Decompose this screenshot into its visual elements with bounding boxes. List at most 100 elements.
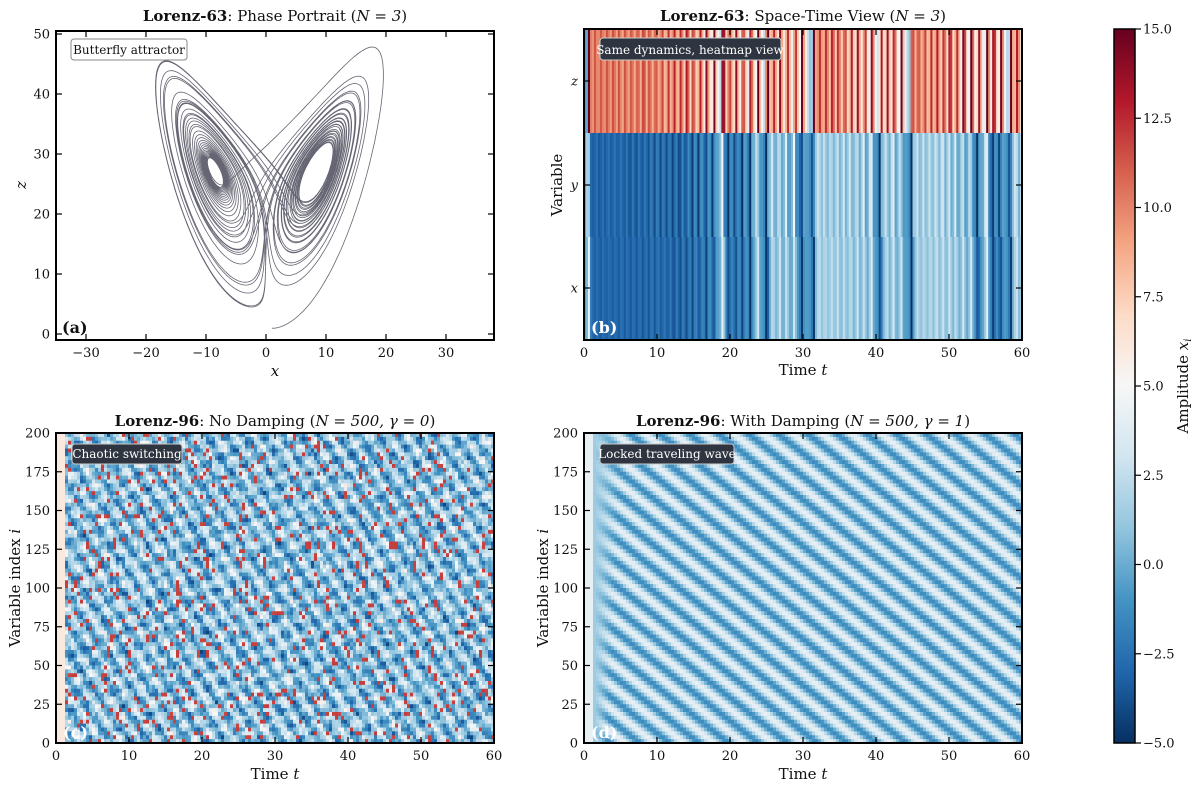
heatmap-cell bbox=[236, 537, 240, 542]
heatmap-cell bbox=[759, 237, 762, 340]
heatmap-cell bbox=[152, 529, 156, 535]
heatmap-cell bbox=[266, 533, 270, 538]
heatmap-cell bbox=[182, 502, 186, 507]
heatmap-cell bbox=[266, 464, 270, 469]
heatmap-cell bbox=[657, 237, 661, 340]
heatmap-cell bbox=[449, 440, 453, 445]
heatmap-cell bbox=[113, 475, 117, 480]
heatmap-cell bbox=[236, 433, 240, 438]
heatmap-cell bbox=[164, 533, 168, 538]
heatmap-cell bbox=[293, 475, 297, 480]
heatmap-cell bbox=[80, 522, 84, 527]
heatmap-cell bbox=[236, 491, 240, 496]
heatmap-cell bbox=[257, 498, 261, 504]
heatmap-cell bbox=[65, 529, 69, 535]
heatmap-cell bbox=[422, 495, 426, 500]
heatmap-cell bbox=[392, 518, 396, 523]
heatmap-cell bbox=[269, 471, 273, 476]
y-tick-label: 10 bbox=[33, 268, 50, 283]
heatmap-cell bbox=[212, 526, 216, 531]
heatmap-cell bbox=[876, 133, 880, 237]
heatmap-cell bbox=[323, 506, 327, 511]
heatmap-cell bbox=[356, 541, 360, 546]
heatmap-cell bbox=[185, 448, 189, 453]
heatmap-cell bbox=[218, 475, 222, 480]
heatmap-cell bbox=[197, 526, 201, 531]
heatmap-cell bbox=[308, 491, 312, 496]
heatmap-cell bbox=[395, 483, 399, 488]
heatmap-cell bbox=[890, 133, 893, 237]
heatmap-cell bbox=[661, 29, 665, 133]
heatmap-cell bbox=[323, 495, 327, 500]
heatmap-cell bbox=[71, 502, 75, 507]
heatmap-cell bbox=[637, 29, 641, 133]
heatmap-cell bbox=[122, 467, 126, 473]
heatmap-cell bbox=[326, 487, 330, 492]
heatmap-cell bbox=[753, 133, 756, 237]
heatmap-cell bbox=[77, 514, 81, 519]
heatmap-cell bbox=[407, 510, 411, 515]
heatmap-cell bbox=[200, 510, 204, 515]
heatmap-cell bbox=[482, 471, 486, 476]
heatmap-cell bbox=[266, 456, 270, 461]
heatmap-cell bbox=[152, 541, 156, 546]
heatmap-cell bbox=[332, 460, 336, 465]
heatmap-cell bbox=[335, 475, 339, 480]
y-tick-label: y bbox=[570, 179, 579, 194]
heatmap-cell bbox=[176, 537, 180, 542]
heatmap-cell bbox=[872, 237, 876, 340]
heatmap-cell bbox=[275, 533, 279, 538]
heatmap-cell bbox=[341, 526, 345, 531]
heatmap-cell bbox=[74, 518, 78, 523]
heatmap-cell bbox=[446, 456, 450, 461]
heatmap-cell bbox=[362, 433, 366, 438]
heatmap-cell bbox=[323, 514, 327, 519]
heatmap-cell bbox=[437, 498, 441, 504]
heatmap-cell bbox=[167, 514, 171, 519]
heatmap-cell bbox=[449, 502, 453, 507]
heatmap-cell bbox=[747, 237, 750, 340]
heatmap-cell bbox=[356, 506, 360, 511]
heatmap-cell bbox=[371, 506, 375, 511]
heatmap-cell bbox=[299, 502, 303, 507]
heatmap-cell bbox=[1010, 133, 1013, 237]
heatmap-cell bbox=[215, 506, 219, 511]
heatmap-cell bbox=[383, 456, 387, 461]
heatmap-cell bbox=[134, 479, 138, 484]
heatmap-cell bbox=[296, 533, 300, 538]
heatmap-cell bbox=[491, 452, 494, 457]
heatmap-cell bbox=[254, 479, 258, 484]
heatmap-cell bbox=[236, 522, 240, 527]
heatmap-cell bbox=[356, 529, 360, 535]
heatmap-cell bbox=[649, 133, 653, 237]
heatmap-cell bbox=[65, 514, 69, 519]
heatmap-cell bbox=[113, 491, 117, 496]
heatmap-cell bbox=[775, 29, 778, 133]
panel-a-title-bold: Lorenz-63 bbox=[143, 7, 228, 25]
heatmap-cell bbox=[113, 467, 117, 473]
heatmap-cell bbox=[149, 498, 153, 504]
heatmap-cell bbox=[739, 237, 742, 340]
heatmap-cell bbox=[191, 533, 195, 538]
heatmap-cell bbox=[341, 440, 345, 445]
heatmap-cell bbox=[470, 498, 474, 504]
heatmap-cell bbox=[290, 448, 294, 453]
heatmap-cell bbox=[725, 133, 728, 237]
heatmap-cell bbox=[239, 510, 243, 515]
heatmap-cell bbox=[371, 433, 375, 438]
heatmap-cell bbox=[134, 522, 138, 527]
heatmap-cell bbox=[275, 456, 279, 461]
heatmap-cell bbox=[467, 444, 471, 449]
heatmap-cell bbox=[137, 487, 141, 492]
heatmap-cell bbox=[137, 510, 141, 515]
heatmap-cell bbox=[365, 456, 369, 461]
heatmap-cell bbox=[389, 541, 393, 546]
heatmap-cell bbox=[68, 537, 72, 542]
heatmap-cell bbox=[413, 495, 417, 500]
heatmap-cell bbox=[675, 29, 678, 133]
heatmap-cell bbox=[934, 133, 937, 237]
heatmap-cell bbox=[485, 487, 489, 492]
heatmap-cell bbox=[431, 491, 435, 496]
heatmap-cell bbox=[922, 133, 925, 237]
heatmap-cell bbox=[395, 487, 399, 492]
